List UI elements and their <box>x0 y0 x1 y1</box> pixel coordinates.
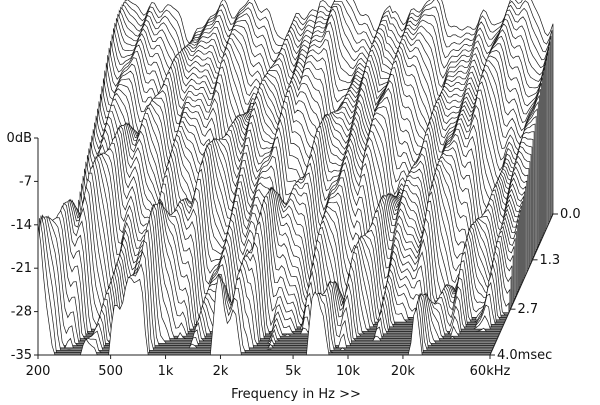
x-tick-label: 200 <box>26 364 51 379</box>
x-tick-label: 10k <box>336 364 361 379</box>
y-tick-label: -35 <box>11 348 32 363</box>
z-tick-label: 2.7 <box>517 302 538 317</box>
x-axis-label: Frequency in Hz >> <box>231 387 361 402</box>
y-ticks: 0dB -7 -14 -21 -28 -35 <box>7 131 38 363</box>
z-tick-label: 4.0msec <box>497 348 552 363</box>
y-tick-label: 0dB <box>7 131 32 146</box>
x-tick-label: 500 <box>98 364 123 379</box>
z-tick-label: 0.0 <box>560 207 581 222</box>
z-axis-line <box>489 213 554 356</box>
y-tick-label: -28 <box>11 305 32 320</box>
x-ticks: 200 500 1k 2k 5k 10k 20k 60kHz <box>26 355 511 379</box>
x-tick-label: 2k <box>213 364 229 379</box>
x-tick-label: 20k <box>391 364 416 379</box>
z-tick-label: 1.3 <box>540 253 561 268</box>
y-tick-label: -7 <box>19 174 32 189</box>
x-tick-label: 1k <box>158 364 174 379</box>
x-tick-label: 5k <box>285 364 301 379</box>
y-tick-label: -14 <box>11 218 32 233</box>
z-ticks: 0.0 1.3 2.7 4.0msec <box>490 207 581 363</box>
axes <box>37 138 554 356</box>
y-tick-label: -21 <box>11 261 32 276</box>
slice-lines <box>37 0 554 356</box>
x-tick-label: 60kHz <box>470 364 511 379</box>
